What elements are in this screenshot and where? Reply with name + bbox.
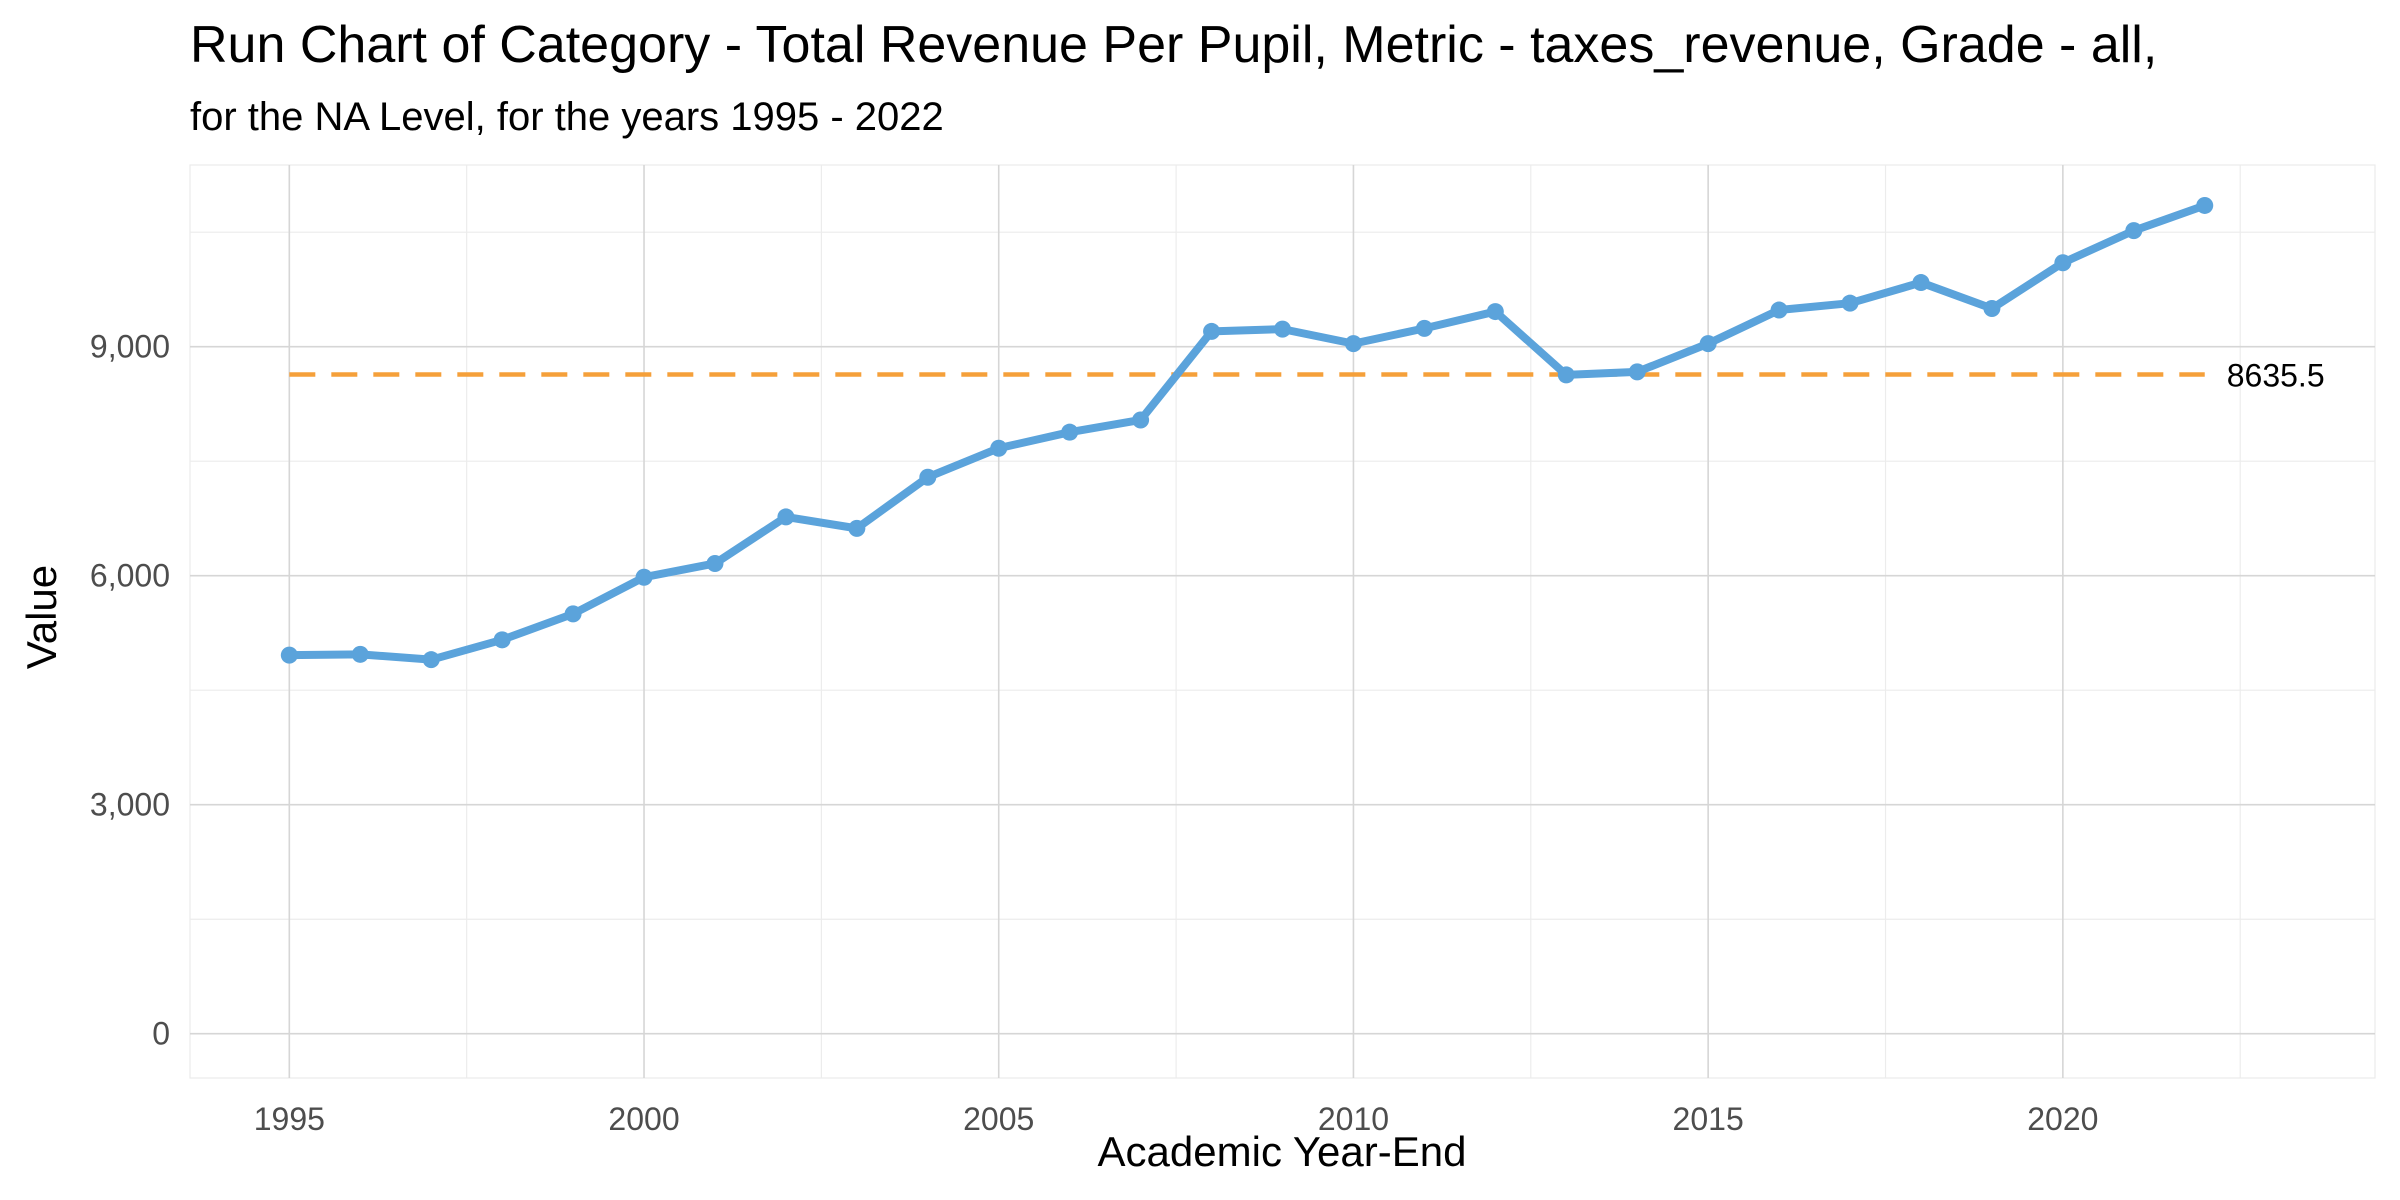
data-point — [1132, 411, 1150, 429]
data-point — [1628, 363, 1646, 381]
data-point — [1415, 319, 1433, 337]
data-point — [493, 631, 511, 649]
data-point — [351, 645, 369, 663]
data-point — [280, 646, 298, 664]
chart-title: Run Chart of Category - Total Revenue Pe… — [190, 16, 2157, 74]
reference-line-layer: 8635.5 — [289, 358, 2325, 394]
x-tick-label: 2015 — [1673, 1101, 1744, 1137]
data-point — [777, 508, 795, 526]
data-point — [2196, 196, 2214, 214]
series-line — [285, 201, 2209, 664]
data-point — [1557, 366, 1575, 384]
x-tick-label: 1995 — [254, 1101, 325, 1137]
data-point — [990, 439, 1008, 457]
data-point — [2054, 254, 2072, 272]
chart-subtitle: for the NA Level, for the years 1995 - 2… — [190, 95, 944, 139]
data-point — [1274, 320, 1291, 338]
data-point — [1203, 322, 1221, 340]
x-tick-label: 2005 — [963, 1101, 1034, 1137]
data-point — [1912, 274, 1930, 292]
data-point — [1699, 335, 1717, 353]
grid-layer — [189, 164, 2376, 1079]
reference-line-label: 8635.5 — [2227, 358, 2325, 394]
data-point — [1983, 300, 2001, 318]
data-point — [564, 605, 582, 623]
series-layer — [280, 196, 2214, 669]
data-point — [706, 554, 724, 572]
tick-label-layer: 1995 2000 2005 2010 2015 2020 0 3,000 6,000 9,000 — [90, 329, 2099, 1137]
y-tick-label: 6,000 — [90, 558, 170, 594]
data-point — [1770, 301, 1788, 319]
y-tick-label: 3,000 — [90, 787, 170, 823]
x-tick-label: 2000 — [608, 1101, 679, 1137]
x-tick-label: 2010 — [1318, 1101, 1389, 1137]
data-point — [848, 519, 866, 537]
data-point — [422, 651, 440, 669]
data-point — [1344, 335, 1362, 353]
data-point — [1486, 303, 1504, 321]
plot-panel-border — [189, 164, 2376, 1079]
data-point — [1841, 294, 1859, 312]
y-tick-label: 0 — [152, 1016, 170, 1052]
data-point — [635, 568, 653, 586]
x-axis-title: Academic Year-End — [1098, 1128, 1467, 1175]
data-point — [919, 468, 937, 486]
data-point — [2125, 222, 2143, 240]
y-tick-label: 9,000 — [90, 329, 170, 365]
data-point — [1061, 423, 1079, 441]
x-tick-label: 2020 — [2027, 1101, 2098, 1137]
y-axis-title: Value — [18, 565, 65, 669]
